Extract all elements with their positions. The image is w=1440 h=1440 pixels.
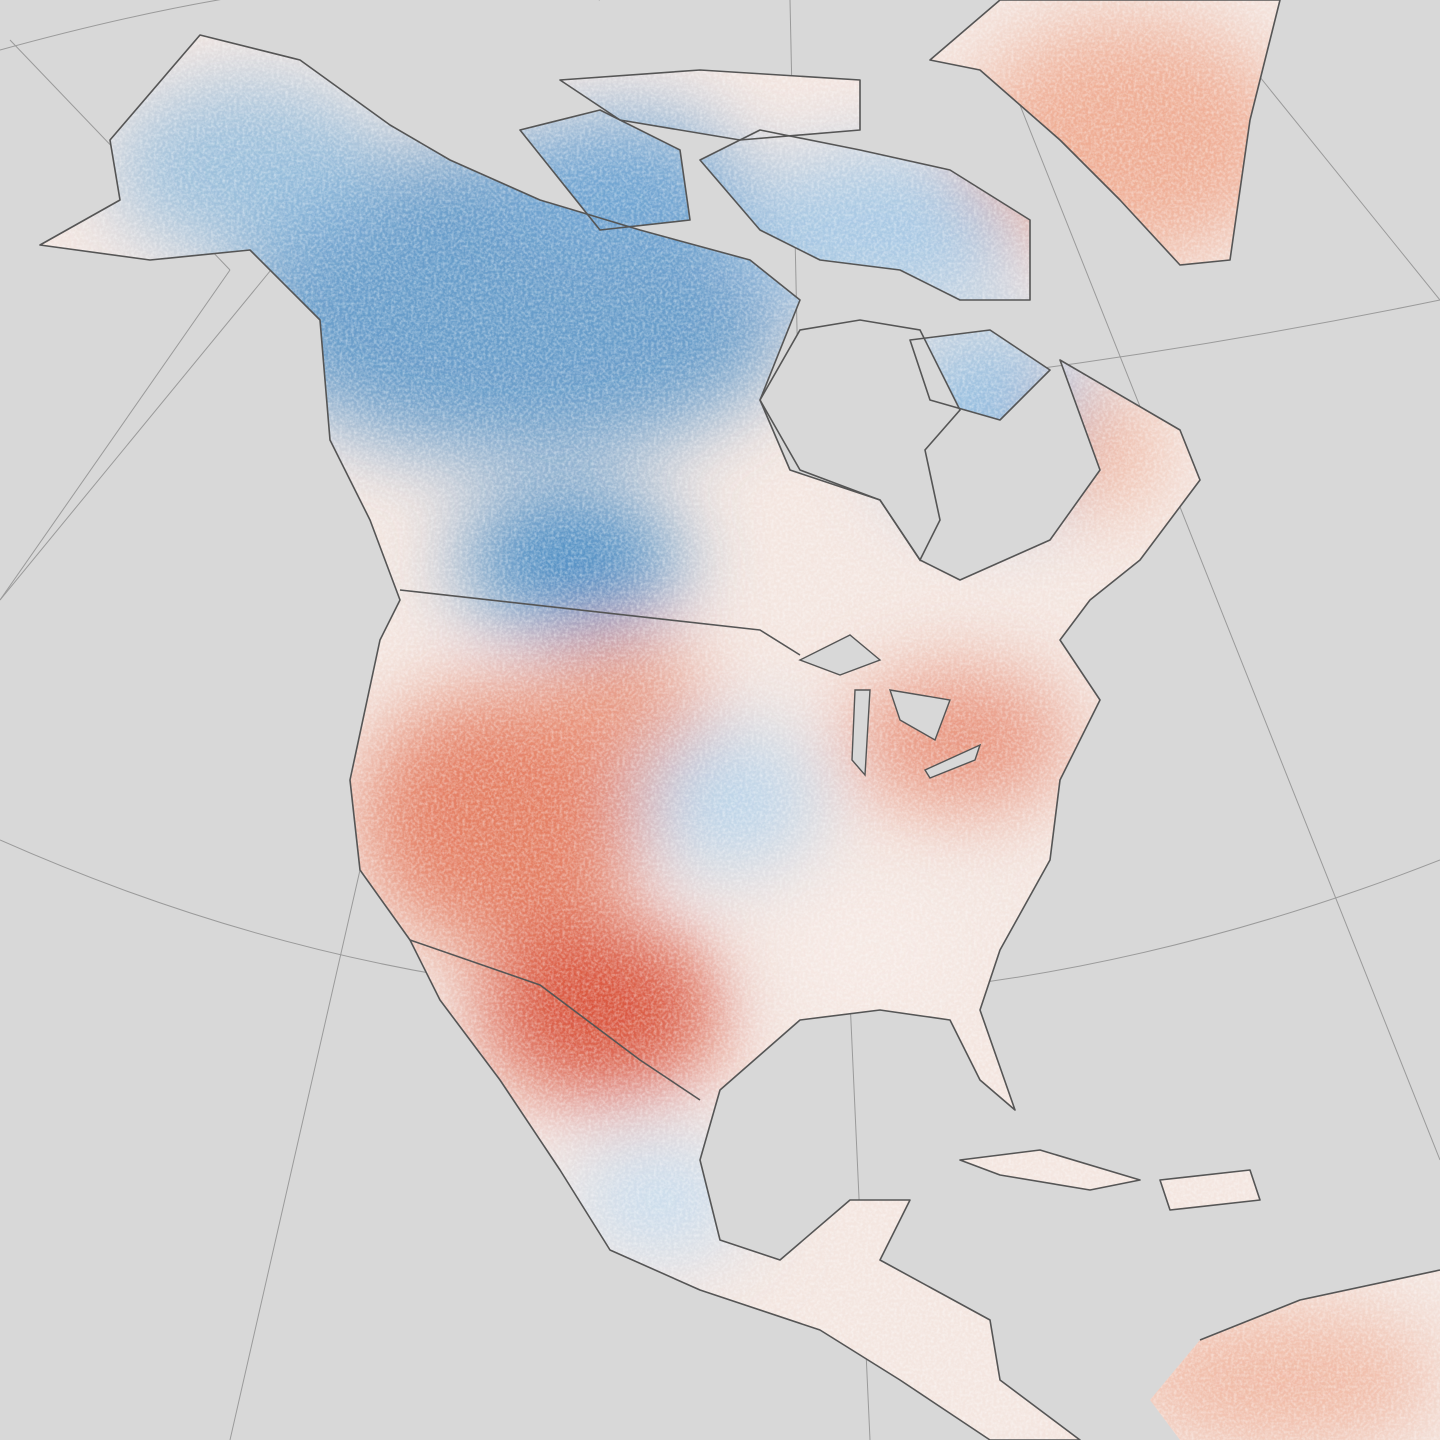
map-shape (0, 269, 231, 601)
map-shape (1159, 1169, 1261, 1211)
map-shape (0, 0, 600, 51)
map-shape (1199, 1269, 1440, 1341)
map-shape (959, 1149, 1141, 1191)
map-shape (909, 329, 1051, 421)
map-shape (519, 109, 691, 231)
map-shape (1229, 39, 1440, 301)
lake-michigan (851, 689, 871, 777)
map-shape (929, 0, 1281, 266)
map-shape (409, 939, 701, 1101)
lake-huron (888, 689, 951, 742)
map-shape (559, 69, 861, 141)
water-bodies (759, 319, 982, 779)
map-shape (229, 869, 361, 1440)
lake-erie (923, 743, 982, 779)
map-shape (699, 129, 1031, 301)
map-shape (1009, 79, 1440, 1161)
hudson-bay (759, 319, 961, 562)
map-shape (399, 589, 801, 656)
coastlines (39, 0, 1440, 1440)
lake-superior (798, 634, 882, 676)
